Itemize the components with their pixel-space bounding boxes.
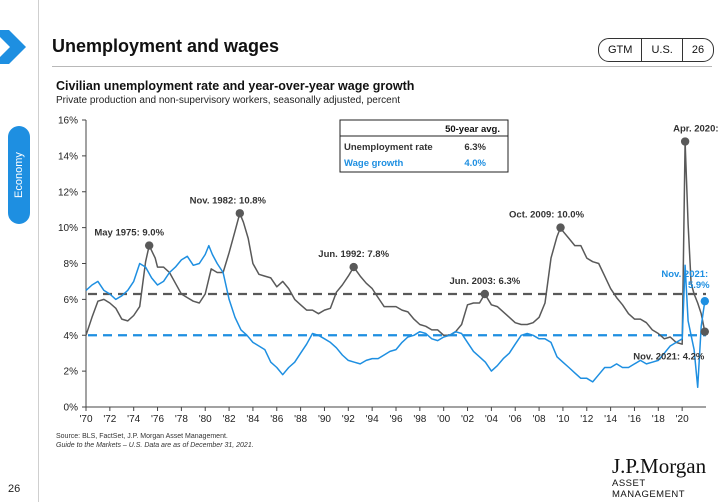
annotation-label-value: 5.9%	[688, 280, 710, 291]
annotation-label: May 1975: 9.0%	[94, 228, 164, 239]
tag-page-number: 26	[681, 39, 713, 61]
averages-row-label: Unemployment rate	[344, 142, 433, 153]
x-tick-label: '92	[342, 414, 355, 425]
annotation-label: Oct. 2009: 10.0%	[509, 210, 585, 221]
logo-wordmark: J.P.Morgan	[612, 454, 707, 478]
annotation-marker	[349, 262, 358, 272]
annotation-marker	[700, 327, 710, 336]
x-tick-label: '72	[103, 414, 116, 425]
y-tick-label: 10%	[58, 223, 78, 234]
annotation-marker	[480, 289, 490, 299]
annotation-label: Jun. 1992: 7.8%	[318, 249, 389, 260]
section-tab-economy[interactable]: Economy	[8, 126, 30, 224]
annotation-label: Jun. 2003: 6.3%	[449, 276, 520, 287]
x-tick-label: '02	[461, 414, 474, 425]
logo-subtitle: ASSET MANAGEMENT	[612, 478, 686, 500]
x-tick-label: '80	[199, 414, 212, 425]
y-tick-label: 8%	[64, 259, 79, 270]
averages-row-value: 4.0%	[464, 158, 486, 169]
annotation-marker	[680, 137, 690, 146]
x-tick-label: '04	[485, 414, 498, 425]
annotation-marker	[235, 209, 245, 218]
x-tick-label: '76	[151, 414, 164, 425]
x-tick-label: '90	[318, 414, 331, 425]
x-tick-label: '70	[79, 414, 92, 425]
wage-growth-line	[85, 244, 706, 389]
tag-region: U.S.	[641, 39, 681, 61]
title-divider	[52, 66, 712, 67]
x-tick-label: '94	[366, 414, 379, 425]
annotation-marker	[144, 241, 154, 250]
x-tick-label: '98	[413, 414, 426, 425]
chart-subtitle: Private production and non-supervisory w…	[56, 95, 401, 106]
x-tick-label: '12	[580, 414, 593, 425]
x-tick-label: '78	[175, 414, 188, 425]
unemployment-line	[85, 140, 706, 345]
sidebar: Economy 26	[0, 0, 40, 502]
x-tick-label: '84	[246, 414, 259, 425]
averages-row-value: 6.3%	[464, 142, 486, 153]
x-tick-label: '06	[509, 414, 522, 425]
sidebar-divider	[38, 0, 39, 502]
page-number: 26	[8, 483, 21, 495]
jpmorgan-logo: J.P.Morgan ASSET MANAGEMENT	[612, 455, 720, 500]
annotation-label: Nov. 2021:	[661, 269, 708, 280]
chevron-right-icon	[0, 30, 26, 64]
y-tick-label: 4%	[64, 331, 79, 342]
y-tick-label: 2%	[64, 367, 79, 378]
annotation-marker	[700, 296, 710, 306]
source-guide-note: Guide to the Markets – U.S. Data are as …	[56, 442, 254, 449]
annotation-label: Nov. 1982: 10.8%	[190, 195, 267, 206]
x-tick-label: '20	[676, 414, 689, 425]
annotation-label: Nov. 2021: 4.2%	[633, 352, 705, 363]
x-tick-label: '14	[604, 414, 617, 425]
x-tick-label: '08	[533, 414, 546, 425]
page-title: Unemployment and wages	[52, 36, 280, 56]
y-tick-label: 14%	[58, 151, 78, 162]
x-tick-label: '10	[556, 414, 569, 425]
averages-table-header: 50-year avg.	[445, 124, 500, 135]
x-tick-label: '16	[628, 414, 641, 425]
x-tick-label: '18	[652, 414, 665, 425]
averages-row-label: Wage growth	[344, 158, 403, 169]
x-tick-label: '88	[294, 414, 307, 425]
page-tags: GTM U.S. 26	[598, 38, 715, 62]
x-tick-label: '96	[389, 414, 402, 425]
y-tick-label: 16%	[58, 116, 78, 127]
annotation-marker	[556, 223, 565, 232]
x-tick-label: '86	[270, 414, 283, 425]
x-tick-label: '82	[223, 414, 236, 425]
y-tick-label: 0%	[64, 403, 79, 414]
y-tick-label: 6%	[64, 295, 79, 306]
chart-title: Civilian unemployment rate and year-over…	[56, 79, 415, 93]
tag-gtm: GTM	[608, 44, 633, 56]
annotation-label: Apr. 2020: 14.8%	[673, 124, 720, 135]
x-tick-label: '74	[127, 414, 140, 425]
source-note: Source: BLS, FactSet, J.P. Morgan Asset …	[56, 433, 228, 440]
averages-table	[339, 119, 509, 173]
y-tick-label: 12%	[58, 187, 78, 198]
x-tick-label: '00	[437, 414, 450, 425]
